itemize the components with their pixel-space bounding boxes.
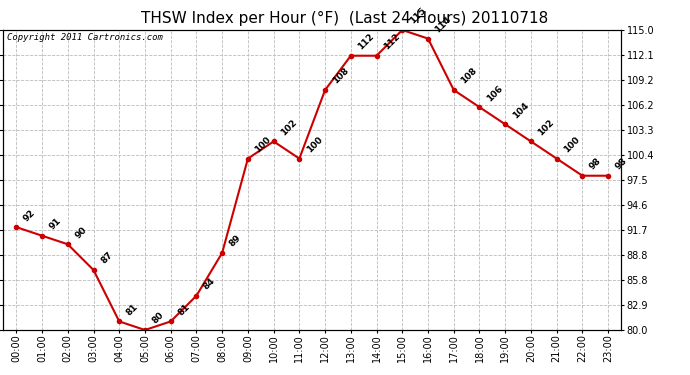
Text: 102: 102 [279, 118, 299, 137]
Text: 106: 106 [485, 84, 504, 103]
Text: 112: 112 [356, 32, 376, 51]
Text: 91: 91 [48, 216, 63, 231]
Text: 102: 102 [537, 118, 556, 137]
Text: 100: 100 [253, 135, 273, 154]
Text: 98: 98 [613, 156, 629, 171]
Text: 81: 81 [125, 302, 140, 317]
Text: 92: 92 [22, 208, 37, 223]
Text: 112: 112 [382, 32, 402, 51]
Text: Copyright 2011 Cartronics.com: Copyright 2011 Cartronics.com [6, 33, 162, 42]
Text: 80: 80 [150, 311, 166, 326]
Text: 81: 81 [176, 302, 191, 317]
Text: 114: 114 [433, 15, 453, 34]
Text: 115: 115 [408, 6, 428, 26]
Text: 84: 84 [202, 276, 217, 291]
Text: 108: 108 [460, 66, 479, 86]
Text: THSW Index per Hour (°F)  (Last 24 Hours) 20110718: THSW Index per Hour (°F) (Last 24 Hours)… [141, 11, 549, 26]
Text: 90: 90 [73, 225, 88, 240]
Text: 100: 100 [305, 135, 324, 154]
Text: 100: 100 [562, 135, 582, 154]
Text: 87: 87 [99, 251, 115, 266]
Text: 104: 104 [511, 100, 531, 120]
Text: 98: 98 [588, 156, 603, 171]
Text: 108: 108 [331, 66, 351, 86]
Text: 89: 89 [228, 233, 243, 249]
